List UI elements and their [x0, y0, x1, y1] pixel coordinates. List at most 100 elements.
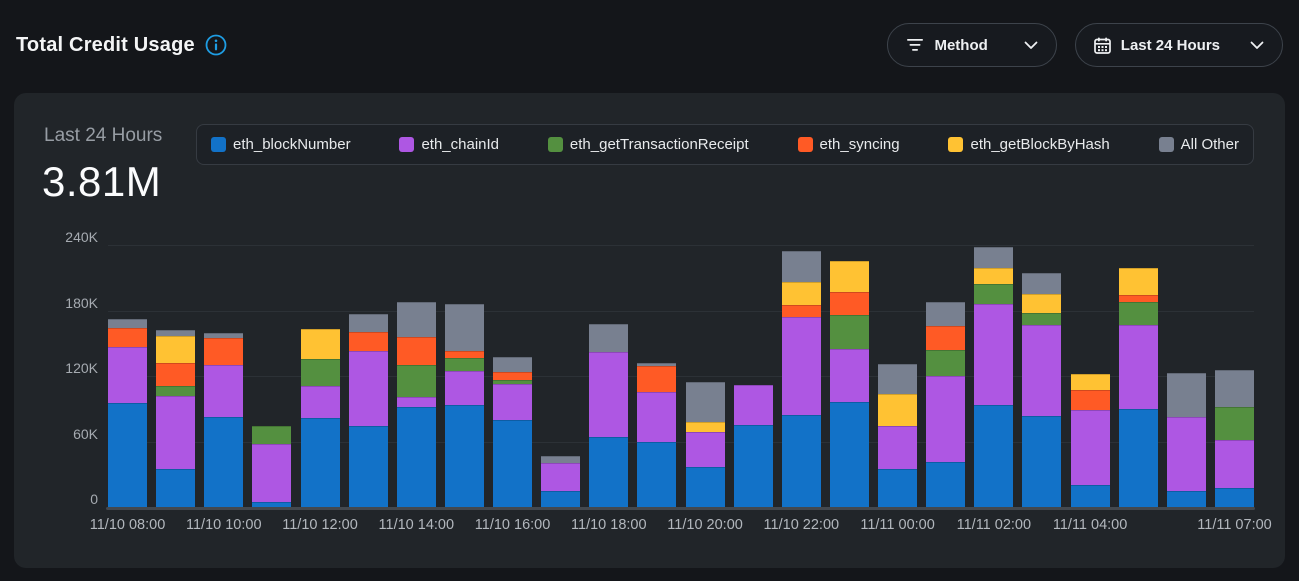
bar-segment-eth_syncing[interactable]: [926, 326, 966, 350]
bar-segment-eth_syncing[interactable]: [829, 292, 869, 315]
legend-item-All Other[interactable]: All Other: [1158, 136, 1239, 153]
stacked-bar-11-10-22-00[interactable]: [781, 251, 821, 508]
stacked-bar-11-10-20-00[interactable]: [685, 382, 725, 508]
bar-segment-All Other[interactable]: [204, 333, 244, 338]
bar-segment-eth_blockNumber[interactable]: [156, 469, 196, 509]
bar-segment-eth_blockNumber[interactable]: [589, 437, 629, 508]
bar-segment-eth_chainId[interactable]: [1166, 417, 1206, 491]
stacked-bar-11-10-18-00[interactable]: [589, 323, 629, 508]
bar-segment-All Other[interactable]: [685, 382, 725, 422]
bar-segment-eth_getTransactionReceipt[interactable]: [300, 358, 340, 387]
bar-segment-eth_getBlockByHash[interactable]: [878, 393, 918, 427]
bar-segment-eth_blockNumber[interactable]: [108, 403, 147, 508]
bar-segment-eth_getTransactionReceipt[interactable]: [396, 365, 436, 398]
bar-segment-eth_chainId[interactable]: [300, 386, 340, 419]
bar-segment-eth_chainId[interactable]: [204, 365, 244, 418]
bar-segment-eth_blockNumber[interactable]: [1070, 484, 1110, 508]
bar-segment-eth_chainId[interactable]: [589, 352, 629, 438]
stacked-bar-11-11-01-00[interactable]: [926, 301, 966, 509]
bar-segment-eth_syncing[interactable]: [204, 337, 244, 366]
bar-segment-eth_blockNumber[interactable]: [781, 414, 821, 508]
bar-segment-eth_chainId[interactable]: [685, 432, 725, 467]
bar-segment-eth_blockNumber[interactable]: [637, 442, 677, 508]
info-icon[interactable]: [205, 34, 227, 56]
bar-segment-All Other[interactable]: [1022, 273, 1062, 294]
bar-segment-eth_getBlockByHash[interactable]: [974, 268, 1014, 285]
legend-item-eth_chainId[interactable]: eth_chainId: [399, 136, 499, 153]
bar-segment-eth_blockNumber[interactable]: [1166, 490, 1206, 508]
bar-segment-eth_getTransactionReceipt[interactable]: [444, 358, 484, 371]
bar-segment-All Other[interactable]: [974, 247, 1014, 269]
bar-segment-All Other[interactable]: [589, 323, 629, 353]
legend-item-eth_getBlockByHash[interactable]: eth_getBlockByHash: [948, 136, 1110, 153]
bar-segment-eth_getBlockByHash[interactable]: [829, 261, 869, 293]
bar-segment-eth_getTransactionReceipt[interactable]: [1022, 312, 1062, 326]
bar-segment-All Other[interactable]: [878, 363, 918, 394]
stacked-bar-11-10-13-00[interactable]: [348, 313, 388, 508]
bar-segment-eth_getBlockByHash[interactable]: [1070, 373, 1110, 390]
stacked-bar-11-11-06-00[interactable]: [1166, 372, 1206, 508]
bar-segment-eth_blockNumber[interactable]: [1022, 416, 1062, 508]
stacked-bar-11-10-08-00[interactable]: [108, 319, 147, 508]
bar-segment-eth_blockNumber[interactable]: [1215, 487, 1254, 508]
bar-segment-eth_blockNumber[interactable]: [926, 462, 966, 509]
bar-segment-eth_chainId[interactable]: [1070, 409, 1110, 485]
stacked-bar-11-11-03-00[interactable]: [1022, 273, 1062, 508]
bar-segment-eth_getTransactionReceipt[interactable]: [493, 380, 533, 384]
stacked-bar-11-10-11-00[interactable]: [252, 426, 292, 509]
stacked-bar-11-10-10-00[interactable]: [204, 333, 244, 509]
stacked-bar-11-11-07-00[interactable]: [1215, 370, 1254, 508]
stacked-bar-11-11-04-00[interactable]: [1070, 373, 1110, 508]
bar-segment-eth_chainId[interactable]: [829, 348, 869, 403]
bar-segment-All Other[interactable]: [637, 362, 677, 366]
bar-segment-eth_getTransactionReceipt[interactable]: [926, 349, 966, 377]
stacked-bar-11-10-16-00[interactable]: [493, 357, 533, 508]
stacked-bar-11-11-00-00[interactable]: [878, 363, 918, 508]
time-range-dropdown[interactable]: Last 24 Hours: [1074, 23, 1283, 67]
bar-segment-eth_blockNumber[interactable]: [974, 405, 1014, 508]
stacked-bar-11-10-14-00[interactable]: [396, 301, 436, 508]
stacked-bar-11-11-05-00[interactable]: [1118, 267, 1158, 509]
bar-segment-All Other[interactable]: [493, 357, 533, 373]
bar-segment-All Other[interactable]: [1215, 370, 1254, 408]
bar-segment-eth_chainId[interactable]: [541, 462, 581, 491]
bar-segment-eth_getBlockByHash[interactable]: [156, 336, 196, 363]
stacked-bar-11-10-15-00[interactable]: [444, 303, 484, 509]
bar-segment-eth_blockNumber[interactable]: [252, 501, 292, 509]
bar-segment-eth_syncing[interactable]: [781, 304, 821, 317]
bar-segment-eth_syncing[interactable]: [444, 350, 484, 359]
bar-segment-eth_syncing[interactable]: [156, 362, 196, 386]
bar-segment-eth_chainId[interactable]: [493, 383, 533, 421]
bar-segment-eth_chainId[interactable]: [1118, 325, 1158, 409]
bar-segment-eth_blockNumber[interactable]: [300, 418, 340, 508]
bar-segment-eth_getTransactionReceipt[interactable]: [1215, 407, 1254, 441]
stacked-bar-11-10-12-00[interactable]: [300, 328, 340, 508]
bar-segment-All Other[interactable]: [1166, 372, 1206, 418]
legend-item-eth_getTransactionReceipt[interactable]: eth_getTransactionReceipt: [547, 136, 749, 153]
bar-segment-eth_chainId[interactable]: [396, 397, 436, 407]
bar-segment-All Other[interactable]: [156, 330, 196, 337]
bar-segment-eth_chainId[interactable]: [926, 376, 966, 463]
bar-segment-eth_getTransactionReceipt[interactable]: [156, 385, 196, 397]
bar-segment-eth_blockNumber[interactable]: [685, 466, 725, 508]
bar-segment-eth_syncing[interactable]: [1118, 294, 1158, 302]
stacked-bar-11-10-21-00[interactable]: [733, 384, 773, 508]
bar-segment-All Other[interactable]: [396, 301, 436, 337]
bar-segment-eth_chainId[interactable]: [348, 350, 388, 426]
bar-segment-eth_chainId[interactable]: [1022, 325, 1062, 417]
bar-segment-eth_syncing[interactable]: [396, 336, 436, 366]
legend-item-eth_blockNumber[interactable]: eth_blockNumber: [211, 136, 351, 153]
bar-segment-eth_chainId[interactable]: [108, 346, 147, 404]
bar-segment-eth_chainId[interactable]: [637, 392, 677, 443]
bar-segment-eth_syncing[interactable]: [348, 331, 388, 351]
method-filter-dropdown[interactable]: Method: [887, 23, 1057, 67]
bar-segment-eth_chainId[interactable]: [733, 384, 773, 426]
bar-segment-eth_blockNumber[interactable]: [493, 420, 533, 508]
bar-segment-eth_chainId[interactable]: [444, 370, 484, 405]
bar-segment-All Other[interactable]: [444, 303, 484, 351]
bar-segment-eth_getTransactionReceipt[interactable]: [252, 426, 292, 444]
bar-segment-eth_blockNumber[interactable]: [541, 490, 581, 508]
bar-segment-All Other[interactable]: [108, 319, 147, 328]
bar-segment-eth_getTransactionReceipt[interactable]: [974, 284, 1014, 304]
bar-segment-All Other[interactable]: [541, 455, 581, 463]
